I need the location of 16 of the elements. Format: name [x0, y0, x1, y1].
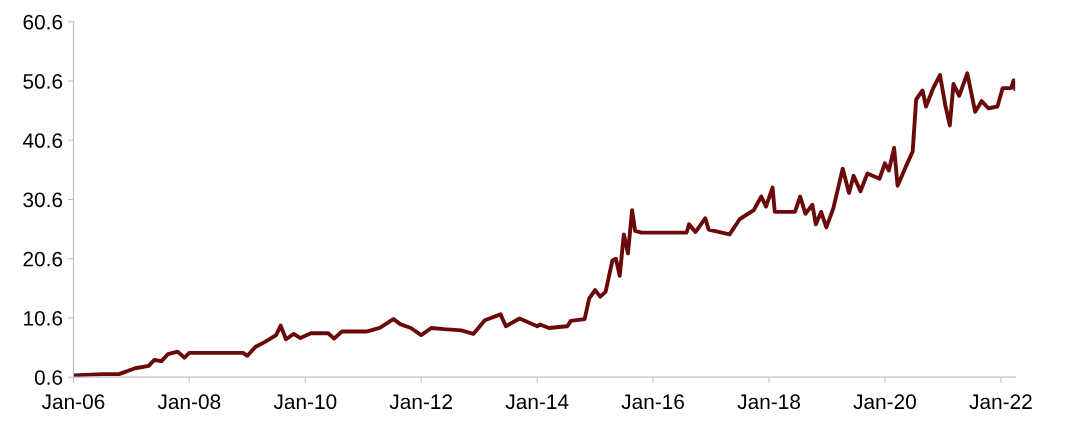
- x-tick-label: Jan-12: [389, 394, 452, 410]
- x-tick-label: Jan-20: [853, 394, 916, 410]
- y-tick-label: 50.6: [23, 74, 63, 89]
- x-tick-label: Jan-18: [737, 394, 800, 410]
- y-tick-label: 20.6: [23, 251, 63, 267]
- y-tick-label: 10.6: [24, 310, 63, 326]
- y-tick-label: 40.6: [22, 133, 63, 148]
- x-tick-label: Jan-16: [621, 394, 684, 410]
- y-tick-label: 60.6: [23, 14, 63, 30]
- x-tick-label: Jan-22: [969, 394, 1032, 410]
- x-tick-label: Jan-08: [157, 394, 221, 410]
- y-tick-label: 30.6: [23, 192, 63, 208]
- x-tick-label: Jan-14: [505, 394, 569, 410]
- y-tick-label: 0.6: [34, 370, 63, 385]
- x-tick-label: Jan-06: [41, 394, 105, 410]
- x-tick-label: Jan-10: [273, 394, 337, 410]
